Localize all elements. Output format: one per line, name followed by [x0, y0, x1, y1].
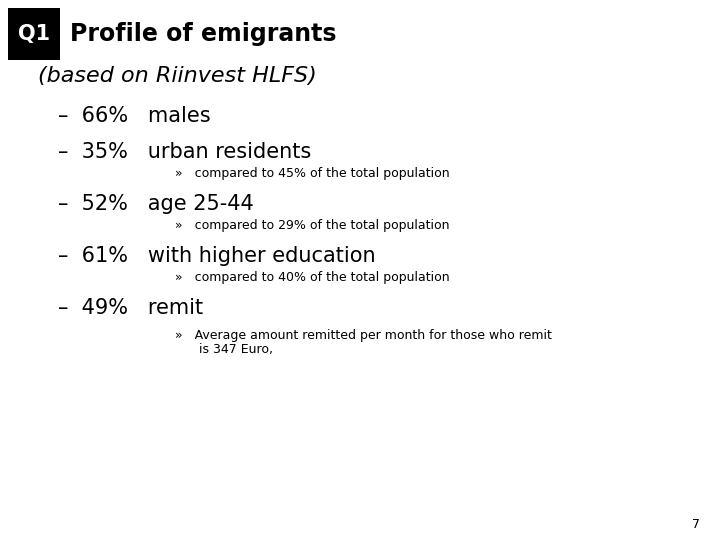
Text: »   compared to 29% of the total population: » compared to 29% of the total populatio…	[175, 219, 449, 233]
Text: –  66%   males: – 66% males	[58, 106, 211, 126]
Text: »   compared to 45% of the total population: » compared to 45% of the total populatio…	[175, 167, 449, 180]
FancyBboxPatch shape	[8, 8, 60, 60]
Text: –  49%   remit: – 49% remit	[58, 298, 203, 318]
Text: (based on Riinvest HLFS): (based on Riinvest HLFS)	[38, 66, 317, 86]
Text: »   compared to 40% of the total population: » compared to 40% of the total populatio…	[175, 272, 449, 285]
Text: –  61%   with higher education: – 61% with higher education	[58, 246, 376, 266]
Text: –  52%   age 25-44: – 52% age 25-44	[58, 194, 253, 214]
Text: –  35%   urban residents: – 35% urban residents	[58, 142, 311, 162]
Text: Profile of emigrants: Profile of emigrants	[70, 22, 336, 46]
Text: is 347 Euro,: is 347 Euro,	[175, 343, 273, 356]
Text: 7: 7	[692, 517, 700, 530]
Text: Q1: Q1	[18, 24, 50, 44]
Text: »   Average amount remitted per month for those who remit: » Average amount remitted per month for …	[175, 329, 552, 342]
